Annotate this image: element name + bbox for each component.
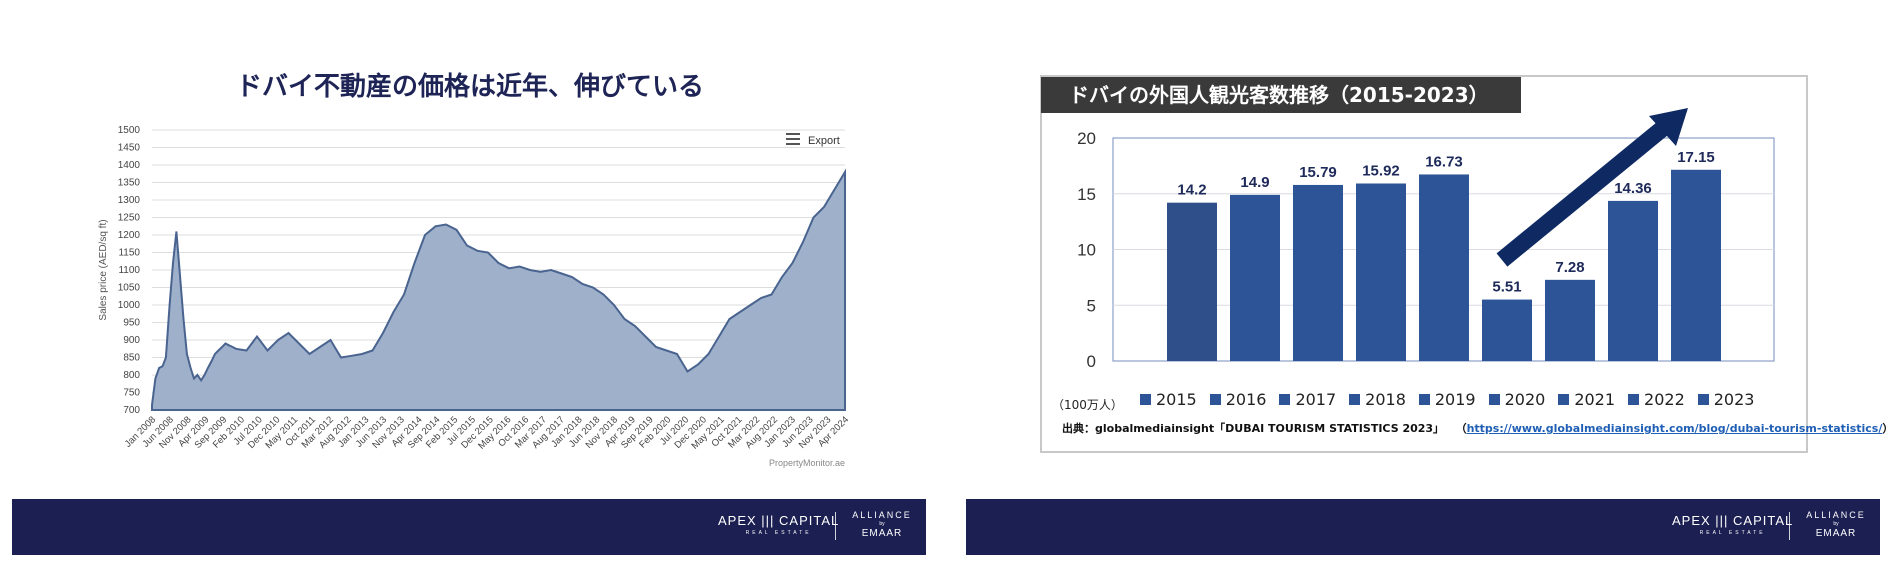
paren-close: ） <box>1882 422 1892 435</box>
footer-bar: APEX ||| CAPITAL REAL ESTATE ALLIANCE by… <box>12 499 926 555</box>
y-tick-label: 1050 <box>118 283 141 294</box>
legend-swatch <box>1558 394 1570 405</box>
y-tick-label: 1150 <box>118 248 140 259</box>
legend-swatch <box>1488 394 1500 405</box>
bar-series <box>1167 169 1721 361</box>
legend-item: 2022 <box>1628 390 1685 409</box>
data-label: 17.15 <box>1677 149 1715 166</box>
legend-item: 2020 <box>1488 390 1546 409</box>
legend-swatch <box>1279 394 1291 405</box>
data-label: 7.28 <box>1555 259 1584 276</box>
slide-left: ドバイ不動産の価格は近年、伸びている 700 750 800 850 900 950 100… <box>0 0 940 565</box>
legend-item: 2016 <box>1209 390 1267 409</box>
legend-swatch <box>1209 394 1221 405</box>
legend-label: 2019 <box>1434 390 1476 409</box>
data-label: 16.73 <box>1425 153 1463 170</box>
watermark: PropertyMonitor.ae <box>769 458 845 468</box>
source-citation: 出典：globalmediainsight「DUBAI TOURISM STAT… <box>1062 420 1892 436</box>
growth-arrow <box>1496 108 1688 267</box>
bar-2021 <box>1545 279 1595 361</box>
bar-legend: 2015 2016 2017 2018 2019 2020 2021 2022 2023 <box>1140 390 1754 409</box>
logo-separator <box>835 512 836 540</box>
alliance-emaar-logo: ALLIANCE by EMAAR <box>852 510 912 539</box>
legend-swatch <box>1418 394 1430 405</box>
legend-swatch <box>1140 394 1151 405</box>
data-label: 14.2 <box>1177 182 1206 199</box>
y-tick-label: 1250 <box>118 213 141 224</box>
footer-bar: APEX ||| CAPITAL REAL ESTATE ALLIANCE by… <box>966 499 1880 555</box>
bar-2015 <box>1167 202 1217 361</box>
y-tick-label: 1400 <box>118 160 141 171</box>
y-tick-label: 700 <box>123 405 140 416</box>
bar-2016 <box>1230 194 1280 361</box>
data-label: 14.9 <box>1240 174 1269 191</box>
legend-label: 2020 <box>1504 390 1546 409</box>
y-tick-label: 0 <box>1087 352 1096 371</box>
bar-data-labels: 14.2 14.9 15.79 15.92 16.73 5.51 7.28 14.36 17.1… <box>1177 149 1714 296</box>
y-tick-label: 800 <box>123 370 140 381</box>
data-label: 5.51 <box>1492 279 1521 296</box>
y-tick-label: 1200 <box>118 230 141 241</box>
legend-swatch <box>1349 394 1361 405</box>
page-title: ドバイ不動産の価格は近年、伸びている <box>235 72 704 102</box>
paren-open: （ <box>1455 422 1467 435</box>
legend-label: 2015 <box>1156 390 1197 409</box>
source-prefix: 出典：globalmediainsight「DUBAI TOURISM STAT… <box>1062 422 1445 435</box>
bar-2018 <box>1356 183 1406 361</box>
y-tick-label: 1500 <box>118 125 141 136</box>
legend-label: 2022 <box>1644 390 1685 409</box>
legend-label: 2016 <box>1225 390 1267 409</box>
data-label: 14.36 <box>1614 180 1652 197</box>
tourism-chart-title: ドバイの外国人観光客数推移（2015-2023） <box>1041 77 1521 113</box>
price-area-series <box>151 168 846 411</box>
legend-label: 2017 <box>1295 390 1337 409</box>
y-tick-label: 1450 <box>118 143 141 154</box>
apex-capital-logo: APEX ||| CAPITAL REAL ESTATE <box>1672 513 1794 536</box>
y-tick-label: 850 <box>123 353 140 364</box>
legend-item: 2019 <box>1418 390 1476 409</box>
legend-label: 2023 <box>1713 390 1755 409</box>
legend-item: 2023 <box>1697 390 1755 409</box>
data-label: 15.92 <box>1362 162 1400 179</box>
legend-swatch <box>1697 394 1709 405</box>
y-tick-label: 20 <box>1077 129 1096 148</box>
area-y-ticks: 700 750 800 850 900 950 1000 1050 1100 1150 1200 12… <box>118 125 141 416</box>
legend-label: 2018 <box>1365 390 1406 409</box>
alliance-emaar-logo: ALLIANCE by EMAAR <box>1806 510 1866 539</box>
price-area-chart: 700 750 800 850 900 950 1000 1050 1100 1150 1200 12… <box>98 125 851 468</box>
y-tick-label: 15 <box>1077 185 1096 204</box>
y-tick-label: 1000 <box>118 300 141 311</box>
bar-2019 <box>1419 174 1469 361</box>
y-tick-label: 5 <box>1087 296 1096 315</box>
bar-2022 <box>1608 200 1658 361</box>
legend-label: 2021 <box>1574 390 1616 409</box>
bar-2020 <box>1482 299 1532 361</box>
legend-swatch <box>1628 394 1640 405</box>
y-tick-label: 750 <box>123 388 140 399</box>
y-tick-label: 950 <box>123 318 140 329</box>
legend-item: 2017 <box>1279 390 1336 409</box>
export-label: Export <box>808 135 840 147</box>
y-tick-label: 1350 <box>118 178 141 189</box>
bar-2017 <box>1293 184 1343 361</box>
data-label: 15.79 <box>1299 164 1337 181</box>
bar-2023 <box>1671 169 1721 361</box>
y-tick-label: 900 <box>123 335 140 346</box>
bar-y-ticks: 0 5 10 15 20 <box>1077 129 1096 371</box>
menu-icon <box>786 133 800 135</box>
legend-item: 2015 <box>1140 390 1197 409</box>
y-axis-label: Sales price (AED/sq ft) <box>98 219 109 320</box>
unit-label: （100万人） <box>1052 398 1123 412</box>
y-tick-label: 10 <box>1077 241 1096 260</box>
logo-separator <box>1789 512 1790 540</box>
legend-item: 2018 <box>1349 390 1406 409</box>
y-tick-label: 1100 <box>118 265 140 276</box>
legend-item: 2021 <box>1558 390 1615 409</box>
y-tick-label: 1300 <box>118 195 141 206</box>
source-link[interactable]: https://www.globalmediainsight.com/blog/… <box>1466 422 1883 435</box>
apex-capital-logo: APEX ||| CAPITAL REAL ESTATE <box>718 513 840 536</box>
export-button[interactable]: Export <box>786 133 840 147</box>
